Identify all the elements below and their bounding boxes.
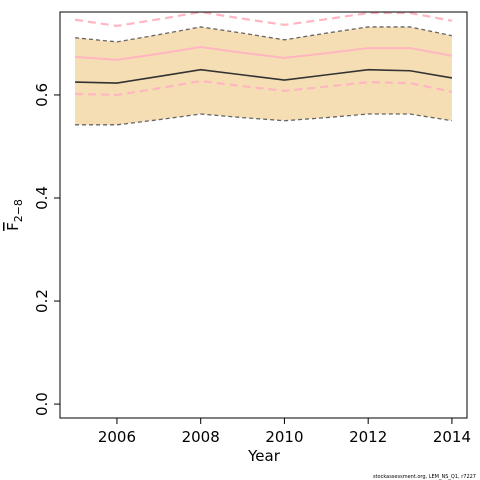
y-tick-label: 0.4 — [33, 186, 51, 210]
series-line — [75, 79, 453, 97]
series-line — [74, 10, 453, 28]
footnote: stockassessment.org, LEM_NS_Q1, r7227 — [373, 474, 476, 480]
plot-frame — [59, 11, 468, 419]
y-axis-label: F2−8 — [4, 199, 25, 231]
series-line — [75, 26, 453, 43]
y-label-main: F — [4, 222, 22, 231]
y-tick-label: 0.2 — [33, 289, 51, 313]
x-tick-label: 2008 — [182, 428, 220, 446]
y-tick-label: 0.6 — [33, 83, 51, 107]
series-line — [75, 68, 453, 84]
y-label-sub: 2−8 — [12, 199, 25, 222]
series-line — [75, 46, 453, 61]
x-tick-label: 2006 — [98, 428, 136, 446]
x-tick-label: 2014 — [433, 428, 471, 446]
x-tick-label: 2010 — [265, 428, 303, 446]
confidence-band — [75, 26, 452, 125]
x-axis-label: Year — [247, 447, 281, 465]
y-tick-label: 0.0 — [33, 392, 51, 416]
series-line — [75, 113, 453, 126]
x-tick-label: 2012 — [349, 428, 387, 446]
